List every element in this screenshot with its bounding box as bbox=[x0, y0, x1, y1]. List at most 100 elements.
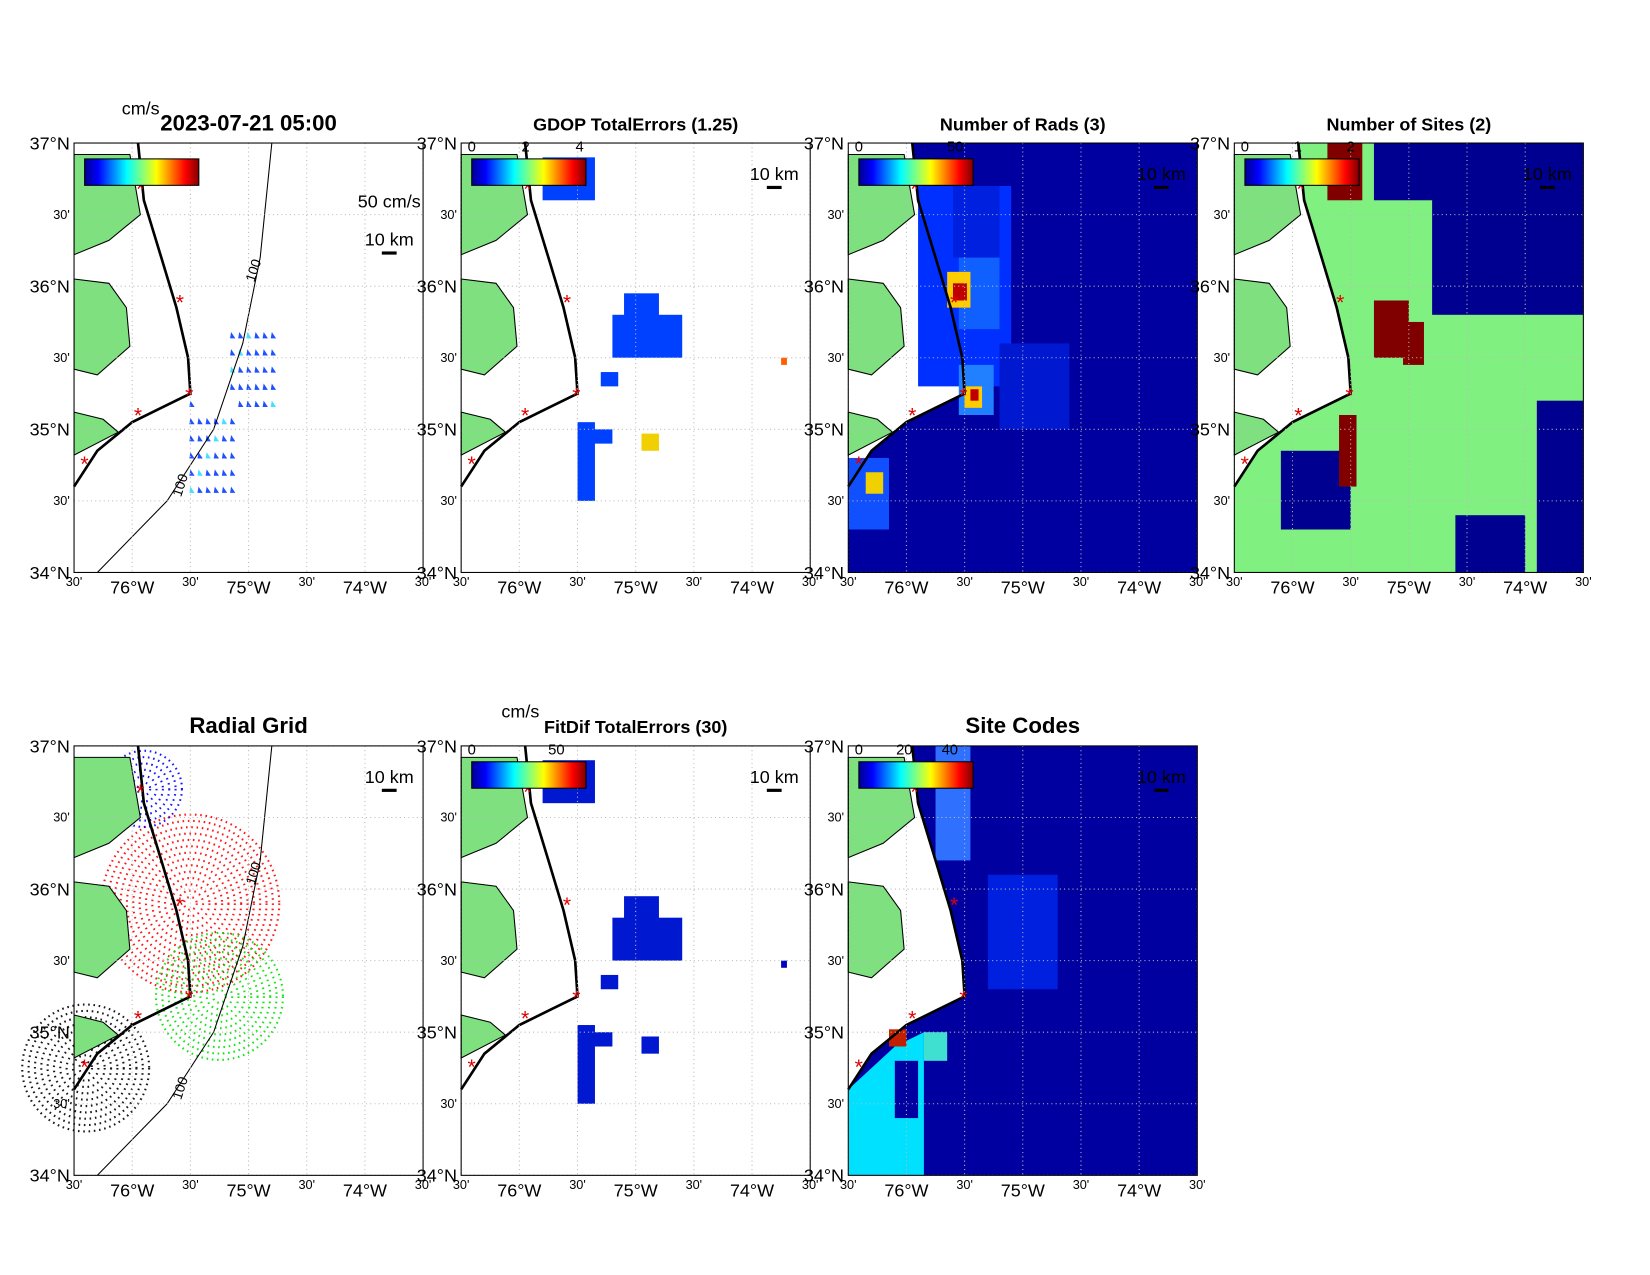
land bbox=[73, 881, 131, 979]
lat-label: 36°N bbox=[1190, 277, 1230, 297]
site-marker: * bbox=[1294, 404, 1302, 427]
radial-arc bbox=[182, 895, 198, 911]
colorbar bbox=[471, 158, 587, 186]
lon-label: 75°W bbox=[226, 578, 270, 598]
lat-label: 37°N bbox=[804, 736, 844, 756]
colorbar-tick: 50 bbox=[548, 742, 564, 758]
lon-label: 30' bbox=[453, 575, 470, 589]
panel-title: Number of Sites (2) bbox=[1326, 114, 1491, 134]
site-marker: * bbox=[1336, 291, 1344, 314]
lon-label: 74°W bbox=[1117, 578, 1161, 598]
coastline bbox=[460, 745, 579, 1091]
lon-label: 75°W bbox=[614, 1180, 658, 1200]
site-marker: * bbox=[563, 291, 571, 314]
vector-arrow bbox=[262, 366, 268, 373]
lat-label: 30' bbox=[440, 494, 457, 508]
lat-label: 30' bbox=[53, 494, 70, 508]
map-panel: *****34°N30'30'76°W35°N30'30'75°W36°N30'… bbox=[417, 701, 819, 1200]
vector-arrow bbox=[262, 383, 268, 390]
vector-arrow bbox=[246, 331, 252, 339]
lon-label: 76°W bbox=[884, 1180, 928, 1200]
radial-arc bbox=[117, 762, 171, 816]
lon-label: 76°W bbox=[110, 1180, 154, 1200]
vector-arrow bbox=[197, 469, 203, 476]
colorbar bbox=[858, 761, 974, 789]
data-cell bbox=[952, 185, 1000, 258]
lon-label: 30' bbox=[840, 575, 857, 589]
map-panel: *****34°N30'30'76°W35°N30'30'75°W36°N30'… bbox=[30, 98, 432, 597]
site-marker: * bbox=[959, 384, 967, 407]
panel-title: FitDif TotalErrors (30) bbox=[544, 717, 727, 737]
lat-label: 37°N bbox=[30, 133, 70, 153]
vector-arrow bbox=[254, 400, 260, 408]
lon-label: 30' bbox=[1073, 1178, 1090, 1192]
radial-arc bbox=[161, 938, 278, 1055]
lon-label: 30' bbox=[802, 1178, 819, 1192]
lat-label: 35°N bbox=[417, 1023, 457, 1043]
colorbar bbox=[858, 158, 974, 186]
data-cell bbox=[1339, 414, 1357, 487]
lon-label: 30' bbox=[569, 1178, 586, 1192]
lat-label: 30' bbox=[1214, 208, 1231, 222]
lon-label: 30' bbox=[415, 1178, 432, 1192]
coastline bbox=[72, 142, 192, 488]
lat-label: 37°N bbox=[417, 133, 457, 153]
lat-label: 30' bbox=[1214, 494, 1231, 508]
lat-label: 30' bbox=[440, 351, 457, 365]
lat-label: 30' bbox=[440, 208, 457, 222]
colorbar-tick: 2 bbox=[1347, 139, 1355, 155]
scale-label: 10 km bbox=[750, 164, 799, 184]
data-cell bbox=[600, 372, 619, 387]
site-marker: * bbox=[563, 894, 571, 917]
site-marker: * bbox=[908, 404, 916, 427]
scale-label: 10 km bbox=[365, 767, 414, 787]
map-panel: *****34°N30'30'76°W35°N30'30'75°W36°N30'… bbox=[21, 713, 432, 1200]
colorbar-unit: cm/s bbox=[122, 98, 160, 118]
lat-label: 34°N bbox=[417, 563, 457, 583]
vector-arrow bbox=[230, 452, 236, 459]
vector-arrow bbox=[205, 469, 211, 476]
lat-label: 30' bbox=[827, 954, 844, 968]
colorbar-tick: 0 bbox=[468, 139, 476, 155]
lat-label: 35°N bbox=[1190, 420, 1230, 440]
coastline bbox=[847, 745, 966, 1091]
lat-label: 30' bbox=[53, 954, 70, 968]
radial-arc bbox=[46, 1028, 125, 1108]
lon-label: 30' bbox=[1459, 575, 1476, 589]
vector-arrow bbox=[221, 435, 228, 442]
lon-label: 76°W bbox=[497, 1180, 541, 1200]
data-cell bbox=[781, 960, 787, 968]
lat-label: 30' bbox=[53, 1097, 70, 1111]
contour-label: 100 bbox=[170, 472, 191, 499]
lat-label: 36°N bbox=[30, 277, 70, 297]
site-marker: * bbox=[521, 1007, 529, 1030]
colorbar-tick: 1 bbox=[1294, 139, 1302, 155]
lat-label: 30' bbox=[827, 811, 844, 825]
site-marker: * bbox=[134, 404, 142, 427]
colorbar bbox=[1244, 158, 1360, 186]
map-frame bbox=[847, 142, 1198, 573]
lon-label: 30' bbox=[569, 575, 586, 589]
vector-arrow bbox=[189, 452, 195, 459]
lat-label: 37°N bbox=[417, 736, 457, 756]
lon-label: 75°W bbox=[1387, 578, 1431, 598]
lat-label: 36°N bbox=[417, 277, 457, 297]
site-marker: * bbox=[1241, 453, 1249, 476]
site-marker: * bbox=[572, 384, 580, 407]
contour-label: 100 bbox=[243, 257, 264, 284]
data-cell bbox=[999, 343, 1070, 430]
site-marker: * bbox=[855, 1056, 863, 1079]
isobath bbox=[96, 745, 273, 1176]
site-marker: * bbox=[1345, 384, 1353, 407]
map-frame bbox=[460, 745, 811, 1176]
lat-label: 30' bbox=[53, 208, 70, 222]
data-cell bbox=[923, 1032, 948, 1061]
radial-arc bbox=[33, 1016, 138, 1120]
colorbar-unit: cm/s bbox=[501, 701, 539, 721]
data-cell bbox=[987, 874, 1058, 990]
lon-label: 30' bbox=[66, 575, 83, 589]
lon-label: 76°W bbox=[497, 578, 541, 598]
lat-label: 35°N bbox=[804, 420, 844, 440]
lat-label: 36°N bbox=[30, 879, 70, 899]
site-marker: * bbox=[523, 781, 531, 804]
